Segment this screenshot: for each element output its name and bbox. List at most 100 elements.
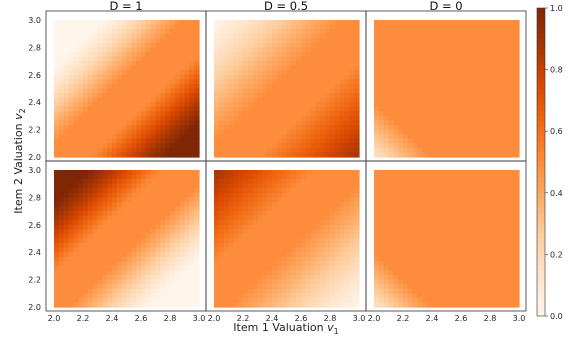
heatmap-cell	[305, 179, 312, 185]
heatmap-cell	[334, 192, 341, 198]
heatmap-cell	[155, 65, 161, 71]
heatmap-cell	[441, 51, 448, 58]
heatmap-cell	[325, 243, 331, 249]
heatmap-cell	[320, 261, 326, 267]
heatmap-cell	[107, 265, 113, 272]
heatmap-cell	[189, 288, 195, 294]
heatmap-cell	[102, 138, 108, 144]
heatmap-cell	[412, 79, 419, 85]
heatmap-cell	[334, 279, 341, 285]
heatmap-cell	[214, 229, 220, 235]
heatmap-cell	[247, 24, 254, 30]
heatmap-cell	[136, 201, 142, 208]
heatmap-cell	[107, 79, 113, 85]
heatmap-cell	[87, 261, 94, 267]
heatmap-cell	[194, 143, 200, 149]
heatmap-cell	[427, 111, 433, 117]
heatmap-cell	[92, 270, 99, 276]
heatmap-cell	[145, 38, 152, 44]
heatmap-cell	[339, 243, 346, 249]
heatmap-cell	[126, 93, 132, 99]
heatmap-cell	[54, 83, 60, 90]
heatmap-cell	[480, 56, 486, 62]
heatmap-cell	[102, 97, 108, 103]
heatmap-cell	[315, 170, 321, 176]
heatmap-cell	[83, 111, 89, 117]
heatmap-cell	[262, 24, 268, 30]
heatmap-cell	[305, 284, 312, 290]
heatmap-cell	[374, 143, 380, 149]
heatmap-cell	[393, 243, 399, 249]
heatmap-cell	[378, 252, 385, 258]
heatmap-cell	[504, 70, 510, 76]
heatmap-cell	[247, 174, 254, 180]
heatmap-cell	[223, 93, 230, 99]
heatmap-cell	[374, 302, 380, 308]
heatmap-cell	[107, 20, 113, 26]
heatmap-cell	[145, 256, 152, 262]
heatmap-cell	[485, 24, 491, 30]
heatmap-cell	[54, 247, 60, 253]
heatmap-cell	[393, 129, 399, 135]
heatmap-cell	[432, 170, 438, 176]
heatmap-cell	[141, 256, 147, 262]
heatmap-cell	[179, 88, 186, 94]
heatmap-cell	[194, 188, 200, 194]
heatmap-cell	[97, 197, 103, 203]
heatmap-cell	[228, 279, 234, 285]
heatmap-cell	[296, 42, 302, 48]
heatmap-cell	[54, 206, 60, 212]
heatmap-cell	[238, 93, 244, 99]
heatmap-cell	[87, 65, 94, 71]
heatmap-cell	[291, 206, 297, 212]
heatmap-cell	[320, 188, 326, 194]
heatmap-cell	[330, 265, 336, 272]
heatmap-cell	[214, 70, 220, 76]
heatmap-cell	[63, 38, 70, 44]
heatmap-cell	[393, 215, 399, 221]
heatmap-cell	[189, 279, 195, 285]
heatmap-cell	[126, 61, 132, 67]
heatmap-cell	[475, 115, 481, 122]
heatmap-cell	[54, 192, 60, 198]
heatmap-cell	[233, 38, 239, 44]
heatmap-cell	[267, 129, 273, 135]
heatmap-cell	[126, 275, 132, 281]
heatmap-cell	[116, 20, 123, 26]
heatmap-cell	[233, 238, 239, 244]
heatmap-cell	[315, 93, 321, 99]
heatmap-cell	[475, 129, 481, 135]
heatmap-cell	[102, 270, 108, 276]
heatmap-cell	[398, 61, 404, 67]
heatmap-cell	[155, 261, 161, 267]
heatmap-cell	[296, 192, 302, 198]
heatmap-cell	[238, 147, 244, 154]
heatmap-cell	[247, 170, 254, 176]
heatmap-cell	[107, 302, 113, 308]
heatmap-cell	[388, 179, 394, 185]
heatmap-cell	[393, 33, 399, 39]
heatmap-cell	[102, 201, 108, 208]
heatmap-cell	[58, 111, 65, 117]
heatmap-cell	[116, 284, 123, 290]
heatmap-cell	[310, 275, 317, 281]
heatmap-cell	[63, 65, 70, 71]
heatmap-cell	[107, 138, 113, 144]
heatmap-cell	[281, 206, 288, 212]
heatmap-cell	[184, 115, 190, 122]
heatmap-cell	[281, 288, 288, 294]
heatmap-cell	[174, 51, 181, 58]
heatmap-cell	[223, 211, 230, 217]
heatmap-cell	[238, 293, 244, 299]
heatmap-cell	[276, 74, 283, 80]
heatmap-cell	[325, 188, 331, 194]
heatmap-cell	[354, 215, 360, 221]
heatmap-cell	[194, 288, 200, 294]
heatmap-cell	[310, 170, 317, 176]
heatmap-cell	[281, 20, 288, 26]
heatmap-cell	[267, 111, 273, 117]
heatmap-cell	[461, 147, 467, 154]
heatmap-cell	[330, 24, 336, 30]
heatmap-cell	[374, 211, 380, 217]
heatmap-cell	[238, 79, 244, 85]
